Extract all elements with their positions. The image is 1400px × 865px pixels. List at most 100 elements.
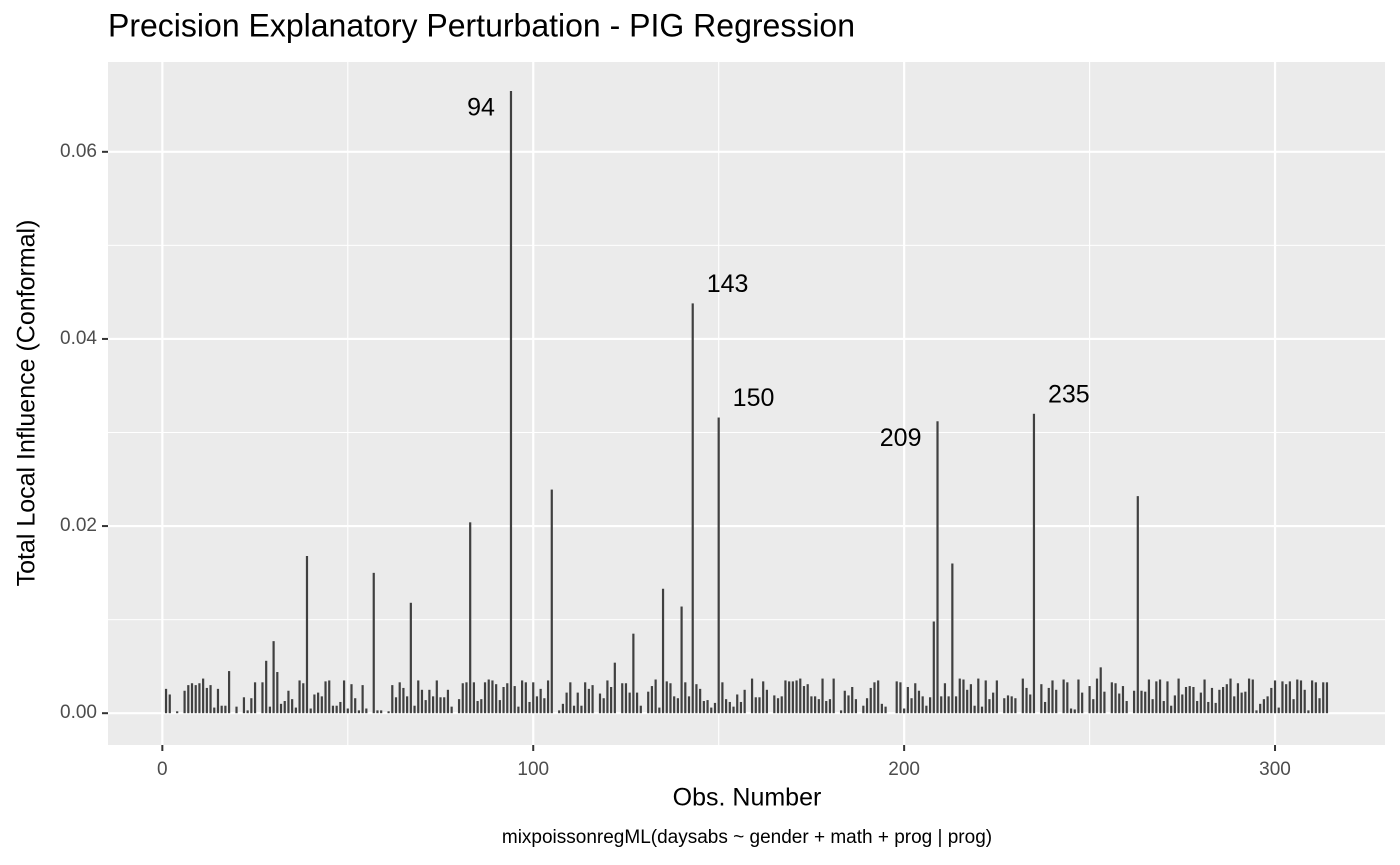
needle [621,683,624,714]
needle [1229,678,1232,714]
needle [220,705,223,714]
needle [506,683,509,714]
needle [535,696,539,714]
needle [1121,686,1125,714]
needle [1110,682,1113,714]
needle [398,682,401,714]
needle [1170,705,1173,714]
needle [1051,680,1054,714]
x-tick-label: 200 [888,759,920,780]
needle [914,683,917,714]
needle [361,685,364,714]
needle [543,698,546,714]
needle [1088,686,1091,714]
needle [980,706,984,714]
needle [1199,692,1202,714]
needle [884,706,887,714]
needle [1311,680,1314,714]
needle [1222,686,1225,714]
needle [1255,710,1258,714]
needle [365,708,368,714]
needle [1118,693,1121,714]
needle [847,695,850,714]
needle [1006,695,1010,714]
needle [1166,681,1169,714]
needle [750,678,754,714]
needle [1125,701,1128,714]
needle [706,700,709,714]
y-tick-label: 0.06 [60,141,97,162]
needle [869,687,872,714]
annotation: 143 [707,270,749,298]
needle [483,682,487,714]
needle [176,711,179,714]
needle [302,683,305,714]
needle [469,522,472,714]
needle [164,688,168,714]
needle [202,678,205,714]
needle [1270,687,1273,714]
needle [1066,682,1069,714]
needle [676,698,679,714]
needle [947,696,950,714]
needle [209,685,212,714]
needle [639,705,642,714]
needle [584,682,587,714]
needle [1322,682,1325,714]
needle [517,706,520,714]
needle [962,679,965,714]
needle [943,683,947,714]
needle [762,681,765,714]
needle [1259,703,1262,714]
needle [828,699,832,714]
needle [958,678,961,714]
needle [576,692,579,714]
needle [1014,698,1017,714]
needle [717,417,720,714]
needle [1244,691,1247,714]
needle [435,680,438,714]
needle [610,686,613,714]
needle [324,681,327,714]
needle [1136,496,1139,714]
needle [743,689,746,714]
needle [665,681,668,714]
needle [183,690,186,714]
needle [569,682,572,714]
annotation: 209 [880,424,922,452]
needle [624,683,628,714]
needle [491,680,494,714]
needle [854,699,858,714]
needle [687,696,691,714]
needle [1173,695,1176,714]
needle [880,703,883,714]
needle [224,705,227,714]
needle [1021,678,1024,714]
needle [194,685,197,714]
needle [1095,678,1099,714]
needle [420,689,424,714]
needle [546,680,550,714]
needle [495,684,498,714]
y-axis-title: Total Local Influence (Conformal) [13,220,41,587]
needle [661,588,665,714]
needle [305,556,309,714]
needle [602,698,605,714]
needle [954,696,958,714]
needle [1285,684,1288,714]
needle [951,563,954,714]
needle [940,696,943,714]
needle [335,705,338,714]
needle [253,682,257,714]
needle [654,679,657,714]
needle [1236,683,1240,714]
needle [1155,681,1158,714]
needle [1025,687,1028,714]
y-tick-label: 0.00 [60,702,97,723]
needle [476,701,479,714]
needle [1240,692,1243,714]
needle [969,684,972,714]
needle [910,698,913,714]
needle [984,680,987,714]
needle [561,703,565,714]
